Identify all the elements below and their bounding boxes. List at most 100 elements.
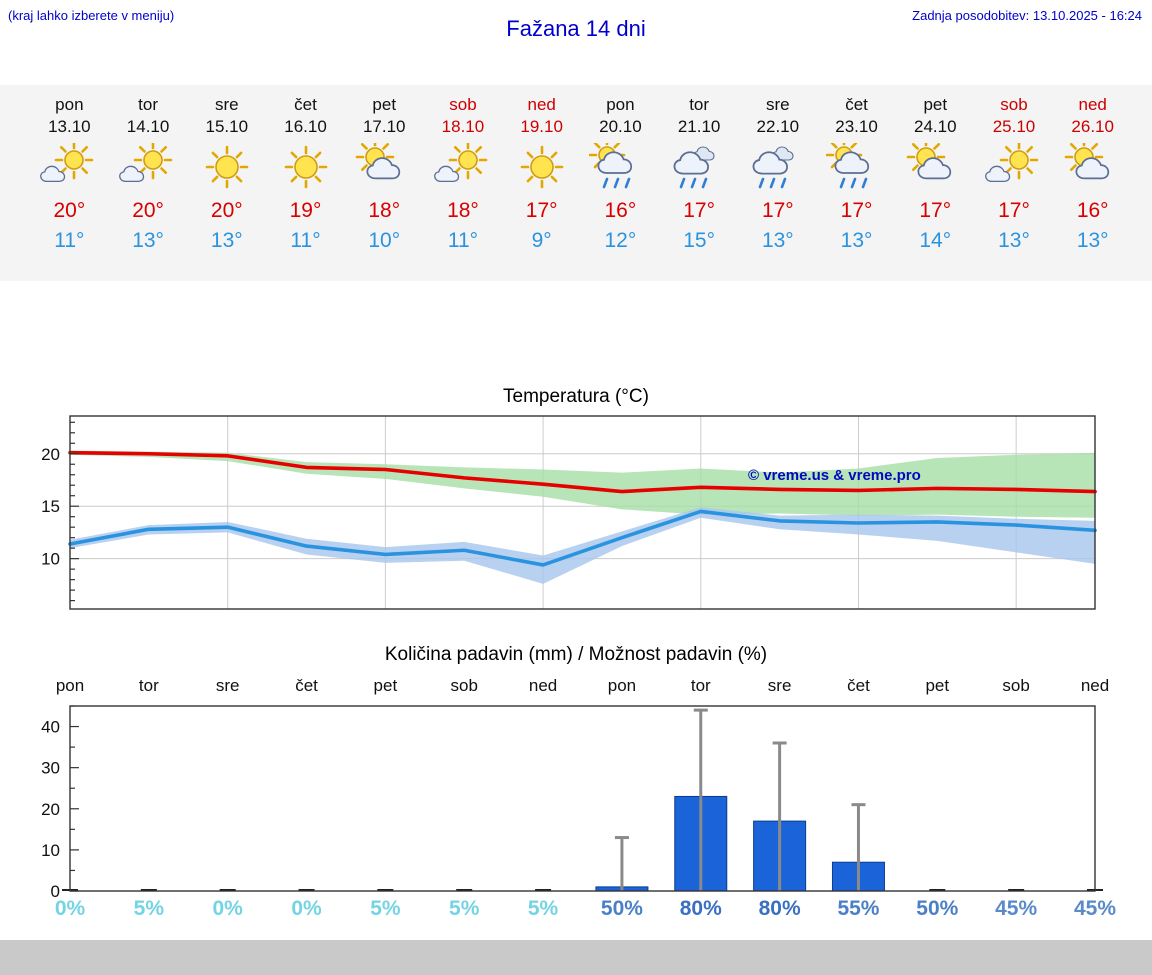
day-high-temp: 17° — [683, 199, 715, 222]
sun-cloud-small-icon — [30, 143, 109, 193]
svg-text:0: 0 — [51, 882, 60, 898]
precip-probability: 5% — [449, 897, 480, 920]
forecast-day-column: pet 24.10 17° 14° — [896, 93, 975, 281]
sun-cloud-icon — [896, 143, 975, 193]
precip-probability: 0% — [212, 897, 243, 920]
footer-bar — [0, 940, 1152, 975]
zero-bar-tick — [140, 889, 157, 891]
day-date: 23.10 — [835, 117, 878, 136]
precip-probability: 5% — [370, 897, 401, 920]
svg-text:20: 20 — [41, 800, 60, 819]
precip-day-label: sob — [1002, 676, 1030, 695]
day-low-temp: 13° — [998, 229, 1030, 252]
precipitation-chart: 0 10 20 30 40 — [41, 705, 1103, 898]
day-date: 22.10 — [756, 117, 800, 136]
day-high-temp: 16° — [1076, 199, 1109, 222]
day-low-temp: 10° — [368, 229, 401, 252]
day-name: čet — [294, 95, 317, 114]
day-high-temp: 16° — [604, 199, 637, 222]
day-high-temp: 18° — [368, 199, 401, 222]
day-low-temp: 13° — [840, 229, 873, 252]
forecast-day-column: sre 15.10 20° 13° — [187, 93, 266, 281]
day-low-temp: 15° — [683, 229, 715, 252]
day-date: 15.10 — [205, 117, 249, 136]
svg-text:20: 20 — [41, 445, 60, 464]
menu-note: (kraj lahko izberete v meniju) — [8, 8, 175, 23]
watermark-link[interactable]: © vreme.us & vreme.pro — [748, 467, 921, 484]
day-name: ned — [527, 95, 556, 114]
precip-probabilities: 0% 5% 0% 0% 5% 5% 5% 50% 80% 80% 55% 50% 45% 45% — [0, 897, 1152, 927]
precip-title: Količina padavin (mm) / Možnost padavin … — [384, 644, 768, 665]
day-name: pet — [923, 95, 948, 114]
day-low-temp: 11° — [54, 229, 85, 252]
day-low-temp: 13° — [132, 229, 164, 252]
precip-day-label: sre — [215, 676, 240, 695]
day-date: 25.10 — [992, 117, 1036, 136]
svg-text:40: 40 — [41, 718, 60, 737]
forecast-day-column: sob 18.10 18° 11° — [424, 93, 503, 281]
day-name: sob — [449, 95, 477, 114]
day-low-temp: 13° — [1076, 229, 1109, 252]
svg-text:10: 10 — [41, 841, 60, 860]
sun-cloud-icon — [345, 143, 424, 193]
precip-day-label: čet — [295, 676, 318, 695]
day-high-temp: 17° — [998, 199, 1030, 222]
precip-probability: 0% — [291, 897, 322, 920]
precip-day-labels: pon tor sre čet pet sob ned pon tor sre čet pet sob n… — [0, 676, 1152, 698]
precip-day-label: ned — [528, 676, 558, 695]
precip-probability: 55% — [837, 897, 880, 920]
forecast-day-column: sre 22.10 17° 13° — [738, 93, 817, 281]
precip-probability: 45% — [995, 897, 1038, 920]
day-name: sre — [766, 95, 790, 114]
day-date: 26.10 — [1071, 117, 1114, 136]
cloud-rain-icon — [738, 143, 817, 193]
sun-rain-icon — [817, 143, 896, 193]
precip-day-label: tor — [690, 676, 711, 695]
day-date: 17.10 — [362, 117, 406, 136]
precip-probability: 0% — [54, 897, 86, 920]
svg-text:15: 15 — [41, 497, 60, 516]
forecast-day-column: pet 17.10 18° 10° — [345, 93, 424, 281]
precip-probability: 45% — [1073, 897, 1117, 920]
precip-day-label: sob — [450, 676, 478, 695]
svg-text:10: 10 — [41, 550, 60, 569]
day-high-temp: 17° — [761, 199, 794, 222]
day-low-temp: 13° — [210, 229, 243, 252]
day-date: 19.10 — [520, 117, 563, 136]
zero-bar-tick — [219, 889, 236, 891]
svg-text:30: 30 — [41, 759, 60, 778]
sun-icon — [187, 143, 266, 193]
sun-rain-icon — [581, 143, 660, 193]
sun-cloud-small-icon — [975, 143, 1054, 193]
sun-icon — [266, 143, 345, 193]
forecast-day-column: sob 25.10 17° 13° — [975, 93, 1054, 281]
sun-cloud-small-icon — [424, 143, 503, 193]
precip-day-label: ned — [1080, 676, 1110, 695]
day-high-temp: 17° — [525, 199, 558, 222]
day-low-temp: 14° — [919, 229, 952, 252]
precip-probability: 50% — [600, 897, 643, 920]
day-low-temp: 11° — [447, 229, 479, 252]
temperature-chart: 10 15 20 © vreme.us & vreme.pro — [41, 415, 1097, 610]
day-date: 16.10 — [284, 117, 327, 136]
precip-day-label: pon — [607, 676, 637, 695]
zero-bar-tick — [456, 889, 473, 891]
day-name: pon — [55, 95, 84, 114]
sun-icon — [502, 143, 581, 193]
precip-day-label: pet — [925, 676, 950, 695]
precip-probability: 5% — [527, 897, 559, 920]
day-name: sre — [214, 95, 239, 114]
day-name: čet — [845, 95, 868, 114]
forecast-day-column: ned 19.10 17° 9° — [502, 93, 581, 281]
day-low-temp: 9° — [531, 229, 552, 252]
day-date: 18.10 — [441, 117, 485, 136]
day-date: 24.10 — [913, 117, 957, 136]
zero-bar-tick — [1008, 889, 1025, 891]
day-low-temp: 12° — [604, 229, 637, 252]
page-title: Fažana 14 dni — [506, 16, 646, 41]
precip-day-label: sre — [767, 676, 792, 695]
day-low-temp: 11° — [290, 229, 321, 252]
forecast-day-column: čet 23.10 17° 13° — [817, 93, 896, 281]
sun-cloud-small-icon — [109, 143, 188, 193]
precip-probability: 5% — [133, 897, 165, 920]
